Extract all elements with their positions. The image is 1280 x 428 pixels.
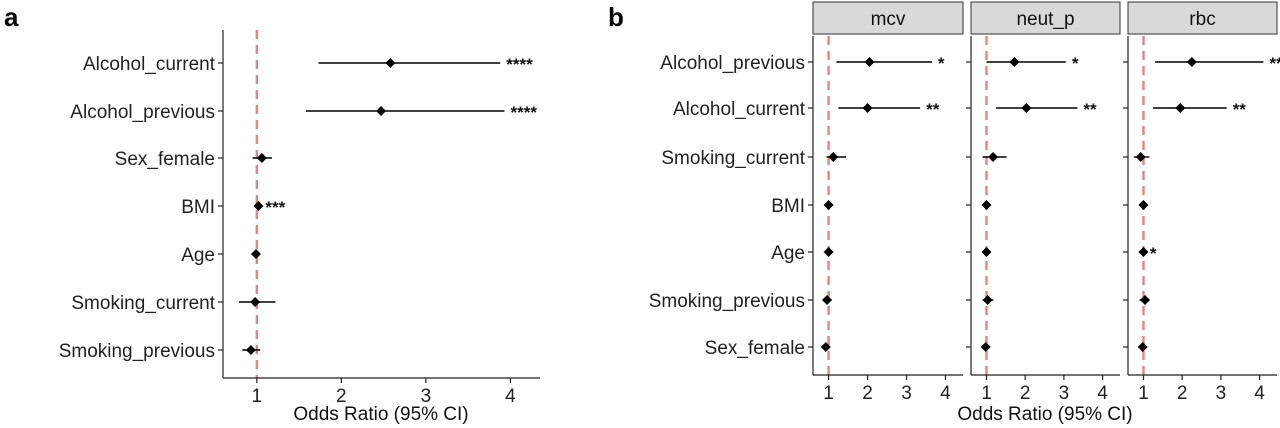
category-label: Smoking_current [71,293,215,314]
point-estimate [245,345,256,355]
point-estimate [981,247,992,257]
facet-strip-label: rbc [1189,9,1215,30]
point-estimate [820,342,831,352]
x-tick-label: 1 [981,383,992,404]
significance-stars: * [1072,54,1079,73]
significance-stars: **** [510,103,537,122]
facet-strip [812,1,964,35]
point-estimate [864,57,875,67]
point-estimate [1186,57,1197,67]
category-label: Sex_female [115,149,215,170]
point-estimate [250,249,261,259]
category-label: Sex_female [705,338,805,359]
facet-strip-label: neut_p [1016,9,1074,30]
point-estimate [253,201,264,211]
point-estimate [988,152,999,162]
category-label: Alcohol_previous [660,53,805,74]
point-estimate [822,295,833,305]
x-tick-label: 4 [1254,383,1265,404]
point-estimate [980,342,991,352]
significance-stars: * [1150,244,1157,263]
x-tick-label: 1 [252,386,263,407]
category-label: BMI [181,197,215,218]
facet-strip [970,1,1121,35]
significance-stars: ** [1083,100,1097,119]
point-estimate [1138,247,1149,257]
point-estimate [1135,152,1146,162]
category-label: Alcohol_current [83,54,216,75]
point-estimate [862,103,873,113]
x-tick-label: 4 [940,383,951,404]
significance-stars: ** [1233,100,1247,119]
point-estimate [981,200,992,210]
point-estimate [1138,200,1149,210]
x-tick-label: 4 [1097,383,1108,404]
category-label: Age [771,243,805,264]
point-estimate [256,153,267,163]
x-tick-label: 3 [901,383,912,404]
panel-label-a: a [4,2,19,32]
x-tick-label: 3 [421,386,432,407]
category-label: Alcohol_current [673,99,806,120]
point-estimate [250,297,261,307]
x-tick-label: 3 [1059,383,1070,404]
x-tick-label: 2 [862,383,873,404]
facet-strip-label: mcv [871,9,906,30]
x-tick-label: 2 [1020,383,1031,404]
point-estimate [823,247,834,257]
x-axis-title: Odds Ratio (95% CI) [293,404,468,425]
category-label: Smoking_previous [59,341,215,362]
category-label: BMI [771,196,805,217]
x-tick-label: 1 [823,383,834,404]
point-estimate [1140,295,1151,305]
significance-stars: **** [506,55,533,74]
x-tick-label: 1 [1138,383,1149,404]
x-tick-label: 2 [336,386,347,407]
significance-stars: *** [265,198,285,217]
panel-label-b: b [608,2,624,32]
point-estimate [823,200,834,210]
point-estimate [1009,57,1020,67]
point-estimate [1137,342,1148,352]
point-estimate [385,58,396,68]
facet-strip [1127,1,1278,35]
x-tick-label: 3 [1216,383,1227,404]
point-estimate [376,106,387,116]
point-estimate [828,152,839,162]
point-estimate [1175,103,1186,113]
category-label: Smoking_previous [649,291,805,312]
x-tick-label: 4 [505,386,516,407]
category-label: Age [181,245,215,266]
point-estimate [982,295,993,305]
significance-stars: * [938,54,945,73]
significance-stars: ** [926,100,940,119]
x-tick-label: 2 [1177,383,1188,404]
x-axis-title: Odds Ratio (95% CI) [957,404,1132,425]
category-label: Smoking_current [661,148,805,169]
significance-stars: ** [1269,54,1280,73]
point-estimate [1021,103,1032,113]
category-label: Alcohol_previous [70,102,215,123]
